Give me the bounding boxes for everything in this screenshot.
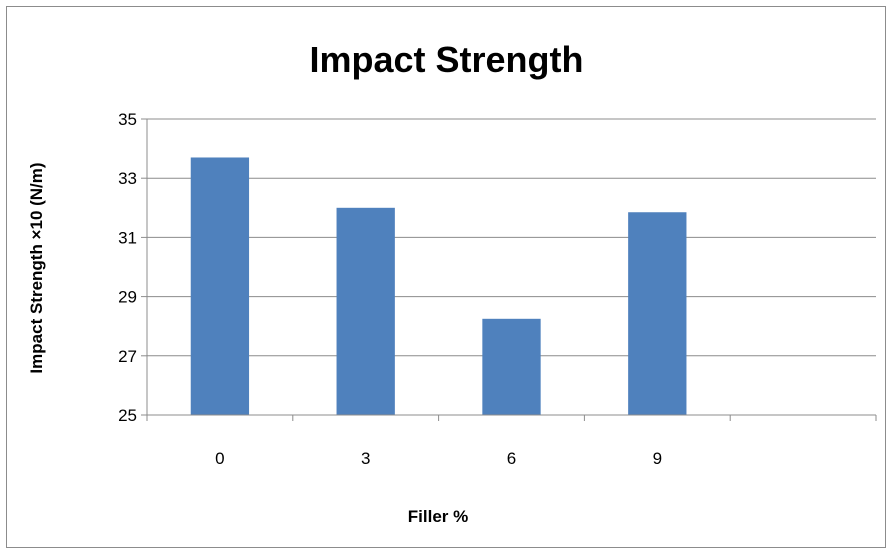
y-tick-label: 35 bbox=[118, 110, 137, 129]
x-axis-title: Filler % bbox=[408, 507, 468, 526]
x-tick-label: 0 bbox=[215, 449, 224, 468]
x-tick-label: 9 bbox=[653, 449, 662, 468]
bars bbox=[190, 157, 687, 416]
y-tick-label: 31 bbox=[118, 228, 137, 247]
y-tick-label: 25 bbox=[118, 406, 137, 425]
axes bbox=[141, 118, 877, 421]
y-tick-label: 33 bbox=[118, 169, 137, 188]
x-tick-label: 6 bbox=[507, 449, 516, 468]
gridlines bbox=[147, 118, 876, 357]
y-tick-label: 29 bbox=[118, 288, 137, 307]
bar bbox=[190, 157, 250, 416]
x-tick-label: 3 bbox=[361, 449, 370, 468]
chart-frame bbox=[6, 6, 886, 548]
y-tick-label: 27 bbox=[118, 347, 137, 366]
y-axis-title: Impact Strength ×10 (N/m) bbox=[27, 162, 46, 373]
tick-labels: 25 27 29 31 33 35 0 3 6 9 bbox=[118, 110, 662, 468]
bar bbox=[336, 207, 395, 415]
bar bbox=[482, 318, 541, 415]
bar bbox=[628, 212, 687, 415]
chart-title: Impact Strength bbox=[309, 39, 584, 80]
